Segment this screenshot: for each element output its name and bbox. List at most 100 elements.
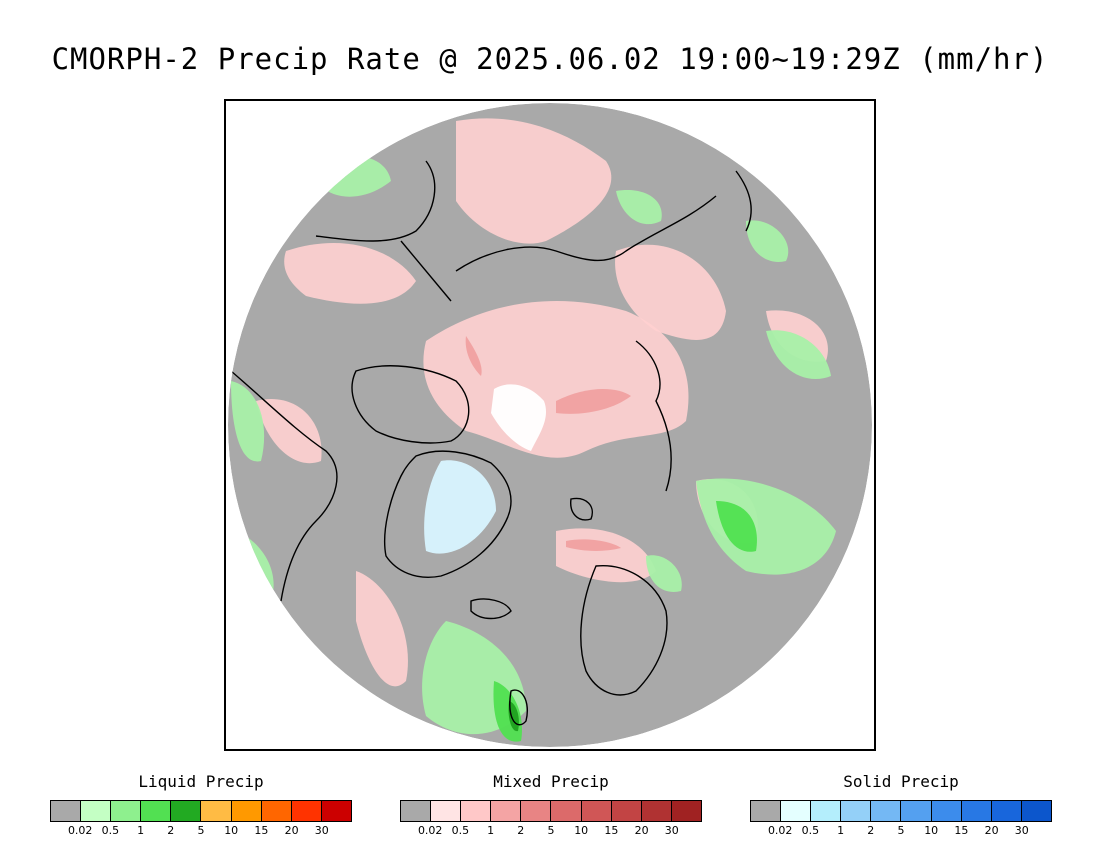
legend-tick-label: 20 xyxy=(284,824,299,837)
liquid-precip-area xyxy=(646,555,682,592)
mixed-precip-area xyxy=(356,571,408,687)
legend-swatch xyxy=(201,801,232,821)
legend-tick-label: 10 xyxy=(924,824,939,837)
solid-precip-area xyxy=(424,460,496,554)
legend-tick-label: 1 xyxy=(837,824,845,837)
liquid-precip-area xyxy=(696,478,836,575)
mixed-precip-area xyxy=(465,336,482,376)
legend-tick-label: 10 xyxy=(224,824,239,837)
liquid-precip-area xyxy=(616,190,662,225)
legend-tick-label: 2 xyxy=(167,824,175,837)
legend-swatch xyxy=(811,801,842,821)
canadian-archipelago-coast xyxy=(351,365,470,444)
north-america-coast xyxy=(230,370,338,602)
legend-color-bar xyxy=(50,800,352,822)
legend-title: Mixed Precip xyxy=(493,772,609,791)
mixed-precip-area xyxy=(615,244,726,340)
legend-tick-label: 0.02 xyxy=(417,824,443,837)
kamchatka-coast xyxy=(735,170,752,232)
mixed-precip-area xyxy=(284,242,416,304)
solid-precip-legend: Solid Precip 0.02 0.5 1 2 5 10 15 20 30 xyxy=(750,772,1052,837)
legend-color-bar xyxy=(750,800,1052,822)
legend-swatch xyxy=(461,801,492,821)
legend-ticks: 0.02 0.5 1 2 5 10 15 20 30 xyxy=(400,822,702,837)
legend-ticks: 0.02 0.5 1 2 5 10 15 20 30 xyxy=(750,822,1052,837)
mixed-precip-area xyxy=(423,301,689,458)
bering-strait-line xyxy=(400,240,452,302)
map-canvas xyxy=(228,103,872,747)
chart-title: CMORPH-2 Precip Rate @ 2025.06.02 19:00~… xyxy=(51,42,1049,76)
legend-swatch xyxy=(901,801,932,821)
mixed-precip-area xyxy=(256,399,322,464)
coastlines xyxy=(230,160,752,726)
legend-swatch xyxy=(291,801,322,821)
russia-north-coast xyxy=(635,340,672,492)
legend-swatch xyxy=(321,801,351,821)
map-disc xyxy=(228,103,872,747)
legend-swatch xyxy=(551,801,582,821)
legend-swatch xyxy=(51,801,82,821)
legend-ticks: 0.02 0.5 1 2 5 10 15 20 30 xyxy=(50,822,352,837)
legend-tick-label: 5 xyxy=(197,824,205,837)
legend-swatch xyxy=(111,801,142,821)
legend-swatch xyxy=(671,801,701,821)
legend-swatch xyxy=(991,801,1022,821)
legend-tick-label: 30 xyxy=(1014,824,1029,837)
legend-tick-label: 0.5 xyxy=(801,824,820,837)
legend-tick-label: 0.02 xyxy=(67,824,93,837)
liquid-precip-area xyxy=(746,220,789,262)
mixed-precip-area xyxy=(566,539,621,551)
legend-swatch xyxy=(171,801,202,821)
legend-swatch xyxy=(781,801,812,821)
svalbard-coast xyxy=(570,497,593,521)
legend-swatch xyxy=(931,801,962,821)
legend-tick-label: 15 xyxy=(954,824,969,837)
legend-color-bar xyxy=(400,800,702,822)
liquid-precip-area xyxy=(716,501,757,552)
mixed-precip-area xyxy=(456,118,612,244)
legend-swatch xyxy=(491,801,522,821)
legend-swatch xyxy=(871,801,902,821)
liquid-precip-legend: Liquid Precip 0.02 0.5 1 2 5 10 15 20 30 xyxy=(50,772,352,837)
siberia-coast xyxy=(455,195,717,272)
legend-swatch xyxy=(431,801,462,821)
legend-swatch xyxy=(81,801,112,821)
legend-swatch xyxy=(141,801,172,821)
legend-swatch xyxy=(961,801,992,821)
legend-swatch xyxy=(261,801,292,821)
legend-tick-label: 5 xyxy=(547,824,555,837)
legend-swatch xyxy=(841,801,872,821)
polar-gap-area xyxy=(491,384,547,451)
legend-tick-label: 0.5 xyxy=(451,824,470,837)
iceland-coast xyxy=(470,598,512,620)
polar-precip-map xyxy=(224,99,876,751)
legend-tick-label: 10 xyxy=(574,824,589,837)
greenland-coast xyxy=(383,450,512,578)
legend-tick-label: 2 xyxy=(517,824,525,837)
legend-tick-label: 2 xyxy=(867,824,875,837)
liquid-precip-area xyxy=(766,330,831,379)
mixed-precip-legend: Mixed Precip 0.02 0.5 1 2 5 10 15 20 30 xyxy=(400,772,702,837)
legend-swatch xyxy=(581,801,612,821)
legend-tick-label: 0.02 xyxy=(767,824,793,837)
legend-tick-label: 1 xyxy=(137,824,145,837)
legend-tick-label: 15 xyxy=(604,824,619,837)
legend-tick-label: 1 xyxy=(487,824,495,837)
legend-swatch xyxy=(641,801,672,821)
mixed-precip-area xyxy=(556,389,631,414)
legend-tick-label: 5 xyxy=(897,824,905,837)
legend-title: Liquid Precip xyxy=(138,772,264,791)
legend-tick-label: 0.5 xyxy=(101,824,120,837)
legend-swatch xyxy=(231,801,262,821)
alaska-coast xyxy=(315,160,436,242)
legend-tick-label: 30 xyxy=(314,824,329,837)
legend-swatch xyxy=(1021,801,1051,821)
legend-tick-label: 20 xyxy=(984,824,999,837)
liquid-precip-area xyxy=(231,381,265,462)
legend-title: Solid Precip xyxy=(843,772,959,791)
legend-swatch xyxy=(751,801,782,821)
legend-tick-label: 15 xyxy=(254,824,269,837)
british-isles-coast xyxy=(509,689,528,726)
legend-swatch xyxy=(401,801,432,821)
legend-swatch xyxy=(611,801,642,821)
